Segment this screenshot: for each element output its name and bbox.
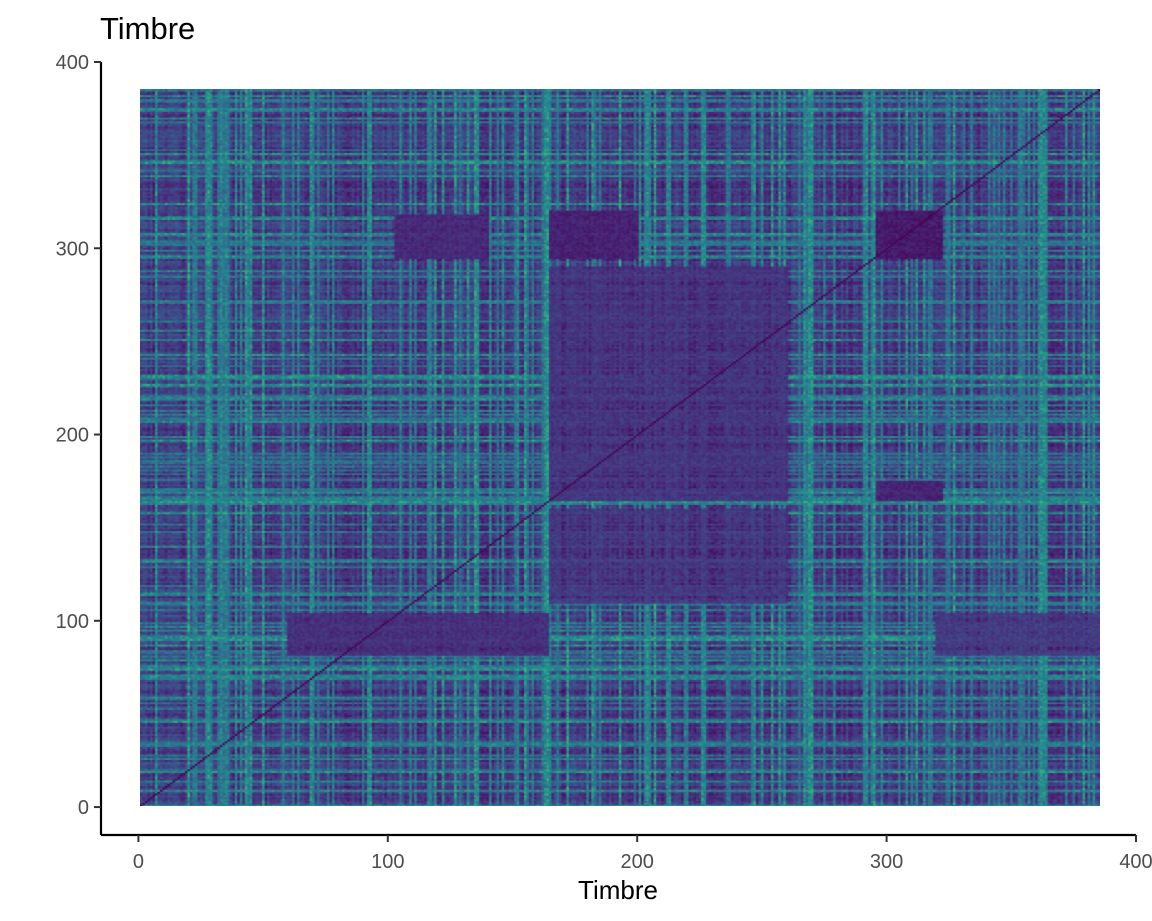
y-tick-label: 100 — [56, 611, 89, 633]
x-tick-label: 200 — [621, 851, 654, 873]
x-axis-ticks: 0 100 200 300 400 — [133, 835, 1152, 873]
heatmap-cells — [139, 89, 1100, 806]
plot-area — [139, 89, 1100, 806]
y-tick-label: 400 — [56, 52, 89, 74]
x-tick-label: 300 — [870, 851, 903, 873]
y-tick-label: 0 — [78, 797, 89, 819]
x-tick-label: 0 — [133, 851, 144, 873]
x-tick-label: 400 — [1119, 851, 1152, 873]
y-axis-ticks: 0 100 200 300 400 — [56, 52, 101, 819]
x-tick-label: 100 — [371, 851, 404, 873]
heatmap-canvas — [139, 89, 1100, 806]
chart-title: Timbre — [100, 11, 195, 46]
y-tick-label: 300 — [56, 238, 89, 260]
x-axis-label: Timbre — [578, 875, 658, 905]
y-tick-label: 200 — [56, 425, 89, 447]
